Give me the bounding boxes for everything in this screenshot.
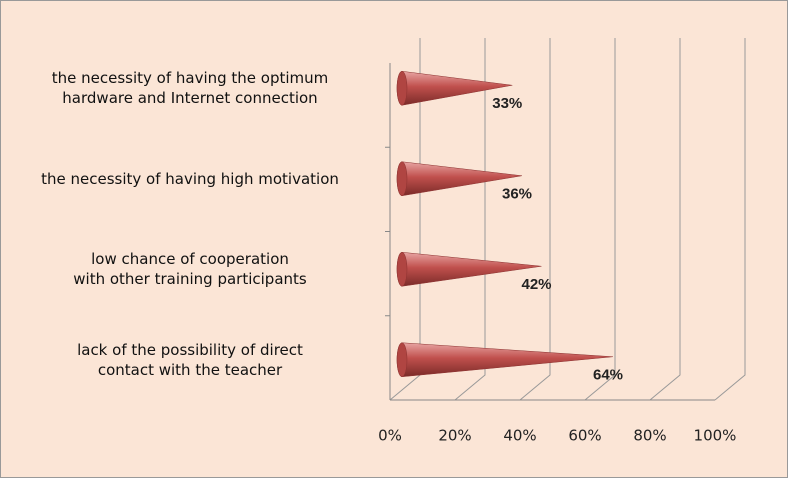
cone-base — [396, 342, 408, 377]
category-label: the necessity of having the optimum hard… — [51, 69, 329, 108]
x-tick-label: 0% — [378, 427, 402, 445]
data-label: 64% — [593, 367, 623, 384]
x-tick-label: 60% — [568, 427, 601, 445]
cone-base — [396, 71, 408, 106]
x-tick-label: 40% — [503, 427, 536, 445]
x-tick-label: 100% — [694, 427, 737, 445]
data-label: 42% — [522, 276, 552, 293]
category-label: the necessity of having high motivation — [41, 169, 339, 188]
grid-line — [714, 38, 746, 401]
grid-line — [454, 38, 486, 401]
x-tick-label: 20% — [438, 427, 471, 445]
grid-line — [649, 38, 681, 401]
cone — [396, 251, 542, 287]
category-label: lack of the possibility of direct contac… — [77, 340, 303, 379]
cone — [396, 342, 614, 378]
cone-base — [396, 252, 408, 287]
grid-line — [584, 38, 616, 401]
grid-line — [519, 38, 551, 401]
data-label: 33% — [492, 95, 522, 112]
category-label: low chance of cooperation with other tra… — [73, 250, 307, 289]
cone-base — [396, 161, 408, 196]
x-tick-label: 80% — [633, 427, 666, 445]
data-label: 36% — [502, 186, 532, 203]
